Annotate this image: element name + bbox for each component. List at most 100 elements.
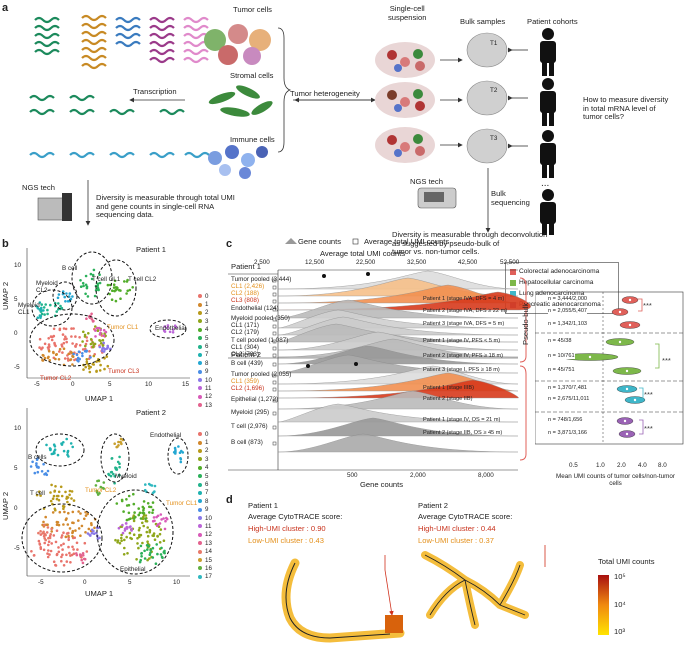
umap-point (46, 523, 49, 526)
cyto-p2-avg: Average CytoTRACE score: (418, 512, 513, 521)
umap-legend-label: 3 (205, 317, 209, 325)
umap-point (29, 465, 33, 468)
umap-point (62, 531, 65, 534)
umap-legend-item: 14 (198, 547, 212, 555)
umap-point (77, 527, 81, 530)
umap-point (55, 310, 58, 313)
umap-point (123, 538, 126, 542)
umap-point (94, 484, 98, 487)
umap-point (89, 272, 93, 276)
umap-point (146, 548, 149, 551)
umap-point (44, 472, 48, 475)
umap-point (96, 329, 100, 332)
umap-point (49, 533, 52, 536)
umap-point (179, 460, 183, 464)
umap-point (138, 526, 141, 530)
tumor-outline (29, 313, 115, 367)
umap-point (145, 530, 149, 534)
umap-point (156, 552, 159, 556)
umap-point (142, 500, 146, 503)
ridge-row-label: CL2 (1,696) (231, 385, 265, 392)
umap-point (52, 351, 55, 355)
umap-point (122, 553, 126, 556)
umap-point (88, 370, 92, 374)
umap-point (82, 554, 85, 557)
umap-p2-ytick: 10 (14, 425, 22, 432)
umap-point (33, 471, 37, 475)
ridge-row-label: CL3 (808) (231, 297, 260, 304)
violin-n-label: n = 10/761 (548, 353, 575, 360)
umap-point (84, 347, 87, 351)
legend-dot (198, 457, 202, 462)
umap-point (54, 508, 57, 512)
umap-point (118, 465, 121, 469)
umi-mark (272, 387, 277, 392)
umap-point (82, 368, 85, 371)
umap-point (132, 492, 135, 496)
umap-point (106, 346, 110, 349)
umap-point (154, 562, 158, 565)
umap-point (80, 524, 84, 528)
umap-point (113, 442, 116, 445)
legend-dot (198, 541, 202, 546)
umap-point (93, 294, 97, 298)
umap-point (57, 546, 60, 549)
umap-point (57, 490, 61, 494)
umap-point (42, 309, 45, 312)
umap-point (71, 295, 74, 298)
ridge-row-label: Endothelial (124) (231, 305, 279, 312)
umap-point (95, 360, 98, 363)
umap-point (171, 331, 175, 334)
umap-point (60, 442, 63, 445)
umap-point (57, 498, 61, 502)
umap-point (38, 543, 42, 546)
umap-point (36, 316, 40, 319)
myeloid-outline (100, 433, 130, 483)
umap-point (61, 333, 65, 336)
umap-point (102, 341, 105, 345)
umap-point (103, 367, 106, 371)
sequencer-icon (37, 193, 72, 221)
umap-point (50, 530, 53, 533)
umap-point (71, 510, 75, 514)
umap-point (43, 537, 46, 540)
umap-point (137, 546, 140, 550)
umap-point (37, 465, 40, 469)
umap-point (85, 339, 89, 343)
violin-xlabel: Mean UMI counts of tumor cells/non-tumor… (556, 473, 675, 488)
umap-point (82, 330, 85, 334)
umap-legend-item: 3 (198, 317, 212, 325)
umap-point (141, 505, 145, 509)
umap-point (39, 530, 42, 533)
umap-point (75, 353, 79, 357)
umap-point (79, 285, 83, 288)
anno-t-cell-cl1: T cell CL1 (92, 276, 121, 283)
umap-point (110, 457, 114, 460)
umap-point (171, 328, 175, 331)
umap-point (74, 529, 77, 532)
violin-median (588, 355, 592, 359)
umap-point (43, 523, 46, 527)
umap-point (102, 481, 106, 484)
umap-point (85, 360, 89, 364)
umap-point (104, 330, 108, 334)
umi-mark (272, 425, 277, 430)
ridge-row-label: CL1 (359) (231, 378, 260, 385)
umi-mark (272, 324, 277, 329)
umap-point (142, 514, 146, 517)
umap-point (71, 531, 74, 535)
umap-point (47, 543, 50, 547)
umap-point (138, 533, 141, 537)
umap-panel (21, 248, 190, 577)
umap-point (116, 460, 120, 464)
umi-mark (272, 411, 277, 416)
legend-dot (198, 294, 202, 299)
ridge-row-label: CL1 (171) (231, 322, 260, 329)
umap-point (115, 445, 118, 449)
ridge-row-label: Myeloid (295) (231, 409, 270, 416)
umap-point (126, 289, 129, 293)
umap-point (99, 363, 102, 367)
ridge-row-label: Tumor pooled (2,055) (231, 371, 292, 378)
anno-tumor-cl1: Tumor CL1 (107, 324, 139, 331)
umap-point (52, 560, 56, 563)
